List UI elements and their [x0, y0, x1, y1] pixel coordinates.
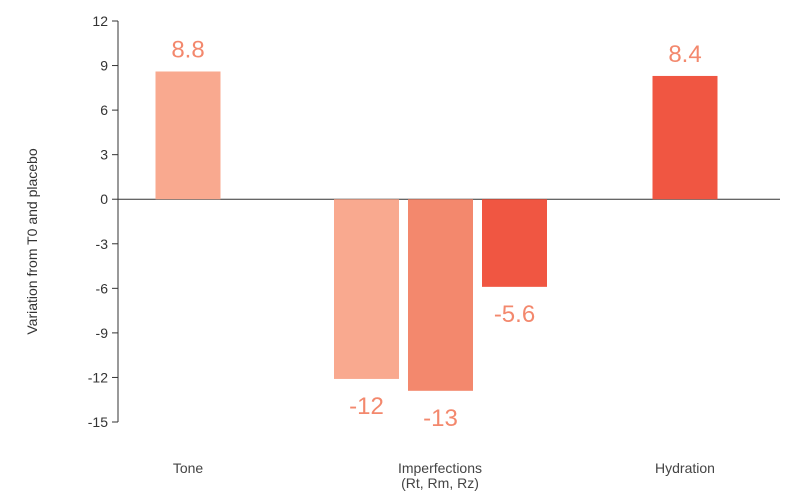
bar — [482, 199, 547, 287]
bar — [334, 199, 399, 379]
bar-data-label: 8.8 — [171, 36, 204, 63]
bar — [652, 75, 718, 200]
y-tick-label: 3 — [100, 147, 108, 163]
bar-data-label: -13 — [423, 405, 458, 432]
category-label: Hydration — [655, 460, 715, 476]
bar-data-label: -12 — [349, 393, 384, 420]
y-tick-label: -3 — [96, 236, 109, 252]
y-tick-label: 9 — [100, 58, 108, 74]
category-label: Tone — [173, 460, 204, 476]
y-axis-title: Variation from T0 and placebo — [24, 148, 40, 334]
category-label: (Rt, Rm, Rz) — [401, 475, 479, 491]
y-tick-label: -12 — [88, 369, 108, 385]
labels-layer: Tone Imperfections(Rt, Rm, Rz) Hydration 8.… — [171, 36, 715, 491]
bar-data-label: -5.6 — [494, 301, 535, 328]
y-tick-label: -6 — [96, 280, 109, 296]
bar-data-label: 8.4 — [668, 41, 701, 68]
y-tick-label: -9 — [96, 325, 109, 341]
category-label: Imperfections — [398, 460, 482, 476]
y-tick-label: 6 — [100, 102, 108, 118]
y-tick-label: -15 — [88, 414, 108, 430]
bar — [155, 71, 221, 200]
bars-layer — [155, 71, 718, 391]
y-tick-label: 0 — [100, 191, 108, 207]
axes-layer: 12 9 6 3 0 -3 -6 -9 -12 -15 Variation from T0 and … — [24, 13, 780, 430]
bar — [408, 199, 473, 391]
y-tick-label: 12 — [92, 13, 108, 29]
